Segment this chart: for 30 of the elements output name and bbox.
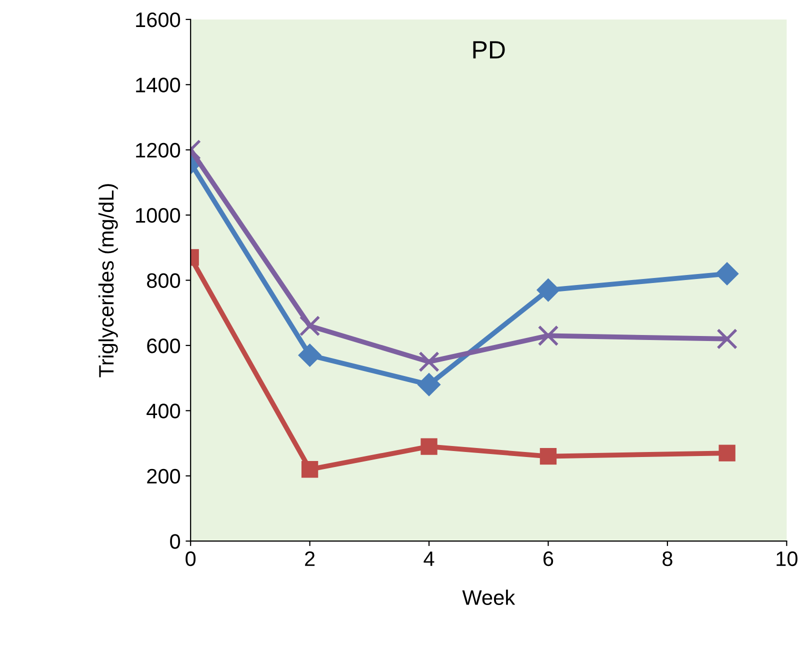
point: [718, 444, 736, 462]
point: [716, 262, 739, 286]
text: PD: [473, 41, 505, 58]
point: [540, 448, 557, 465]
x-axis-title: Week: [462, 590, 516, 605]
point: [716, 328, 738, 350]
y-tick-label: 600: [147, 338, 180, 354]
point: [420, 438, 438, 455]
x-tick-label: 10: [776, 551, 798, 566]
point: [301, 461, 318, 478]
x-tick-label: 6: [544, 551, 554, 566]
x-tick-label: 0: [186, 551, 196, 566]
point: [298, 344, 322, 367]
point: [418, 351, 440, 372]
y-tick-label: 1000: [136, 208, 180, 223]
point: [536, 278, 560, 302]
y-tick-label: 800: [147, 273, 180, 288]
point: [418, 373, 441, 396]
y-tick-label: 400: [146, 404, 180, 418]
x-tick-label: 8: [662, 551, 672, 566]
y-tick-label: 1400: [136, 78, 180, 92]
y-tick-label: 1600: [136, 12, 180, 28]
y-tick-label: 0: [170, 534, 180, 549]
x-tick-label: 4: [424, 552, 434, 566]
point: [299, 315, 320, 336]
y-tick-label: 200: [147, 468, 180, 484]
point: [538, 325, 559, 346]
x-tick-label: 2: [305, 551, 315, 566]
y-axis-title: Triglycerides (mg/dL): [98, 184, 118, 378]
y-tick-label: 1200: [136, 142, 180, 158]
